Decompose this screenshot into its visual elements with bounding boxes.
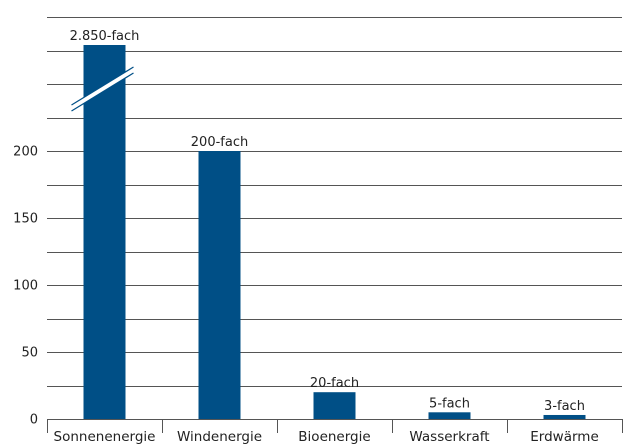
bar-wasserkraft [428, 412, 471, 419]
data-label-sonnenenergie: 2.850-fach [70, 29, 140, 44]
category-labels: Sonnenenergie Windenergie Bioenergie Wasser… [54, 429, 599, 445]
y-tick-0: 0 [30, 413, 38, 428]
data-label-erdwärme: 3-fach [544, 399, 585, 414]
data-label-wasserkraft: 5-fach [429, 396, 470, 411]
axis-break-gap [71, 67, 134, 111]
data-label-bioenergie: 20-fach [310, 376, 359, 391]
category-label-bioenergie: Bioenergie [298, 429, 370, 445]
category-label-sonnenenergie: Sonnenenergie [54, 429, 156, 445]
y-tick-100: 100 [13, 279, 38, 294]
bar-erdwärme [543, 414, 586, 419]
data-label-windenergie: 200-fach [191, 135, 248, 150]
category-label-wasserkraft: Wasserkraft [409, 429, 489, 445]
y-tick-150: 150 [13, 212, 38, 227]
data-labels: 2.850-fach 200-fach 20-fach 5-fach 3-fach [70, 29, 585, 414]
grid-layer [47, 17, 622, 387]
bar-bioenergie [313, 392, 356, 419]
category-label-erdwärme: Erdwärme [530, 429, 599, 445]
bar-sonnenenergie [83, 45, 126, 419]
bars [71, 45, 586, 419]
category-label-windenergie: Windenergie [177, 429, 262, 445]
bar-windenergie [198, 151, 241, 419]
y-tick-50: 50 [21, 346, 38, 361]
x-axis [47, 419, 623, 433]
y-tick-labels: 0 50 100 150 200 [13, 145, 38, 428]
y-tick-200: 200 [13, 145, 38, 160]
axis-break-line-top [71, 66, 134, 106]
axis-break-line-bottom [71, 72, 134, 112]
